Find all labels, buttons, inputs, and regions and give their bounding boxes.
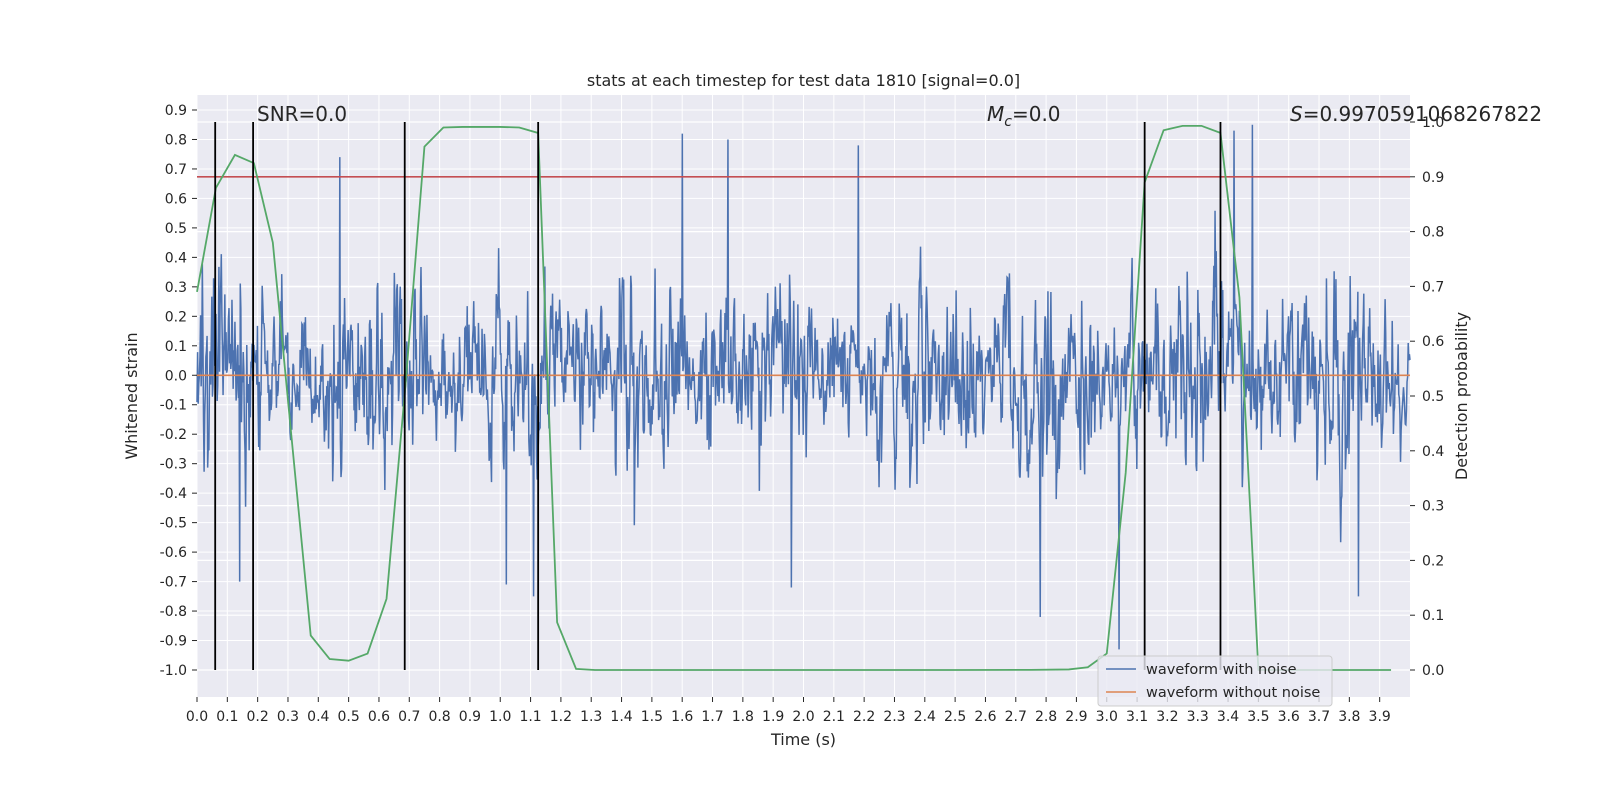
legend-box [1097,655,1333,707]
y-tick-label-right: 0.0 [1422,663,1444,679]
x-tick-label: 1.0 [489,709,511,725]
x-tick-label: 0.3 [277,709,299,725]
y-tick-label-right: 0.4 [1422,444,1444,460]
y-tick-label-left: 0.0 [165,368,187,384]
y-tick-label-left: 0.3 [165,280,187,296]
series-detection-probability [196,124,1392,671]
y-tick-label-right: 0.5 [1422,389,1444,405]
x-tick-label: 1.8 [732,709,754,725]
legend: waveform with noise waveform without noi… [1097,655,1333,707]
y-tick-label-right: 0.6 [1422,334,1444,350]
x-tick-label: 3.6 [1278,709,1300,725]
y-tick-label-left: -0.2 [160,427,187,443]
event-markers [214,122,1222,670]
y-tick-label-left: -0.4 [160,486,187,502]
chirp-mass-value: =0.0 [1012,102,1061,126]
x-tick-label: 3.2 [1156,709,1178,725]
x-tick-label: 2.9 [1065,709,1087,725]
score-annotation: S=0.9970591068267822 [1290,102,1542,126]
grid [196,95,1410,697]
x-tick-label: 0.0 [186,709,208,725]
x-tick-label: 0.4 [307,709,329,725]
x-tick-label: 1.1 [519,709,541,725]
y-tick-label-right: 0.9 [1422,170,1444,186]
y-tick-label-left: -1.0 [160,663,187,679]
y-tick-label-left: 0.4 [165,250,187,266]
y-tick-label-left: -0.1 [160,398,187,414]
snr-annotation: SNR=0.0 [257,102,347,126]
x-tick-label: 3.5 [1247,709,1269,725]
y-tick-label-left: -0.8 [160,604,187,620]
y-tick-label-right: 0.1 [1422,608,1444,624]
y-tick-label-left: 0.6 [165,191,187,207]
x-tick-label: 3.0 [1096,709,1118,725]
chart-title: stats at each timestep for test data 181… [587,71,1020,90]
x-tick-label: 0.9 [459,709,481,725]
y-tick-label-left: 0.9 [165,103,187,119]
series-waveform-with-noise [196,124,1411,650]
y-tick-label-left: -0.3 [160,457,187,473]
x-tick-label: 2.0 [792,709,814,725]
x-tick-label: 3.7 [1308,709,1330,725]
y-tick-label-right: 0.2 [1422,553,1444,569]
x-tick-label: 2.1 [823,709,845,725]
x-tick-label: 2.5 [944,709,966,725]
x-tick-label: 1.5 [641,709,663,725]
x-tick-label: 2.3 [883,709,905,725]
x-tick-label: 1.9 [762,709,784,725]
x-tick-label: 1.7 [701,709,723,725]
x-tick-label: 2.4 [914,709,936,725]
y-axis-label-left: Whitened strain [122,332,141,459]
y-tick-label-left: 0.2 [165,309,187,325]
y-tick-label-right: 0.3 [1422,499,1444,515]
x-tick-label: 2.2 [853,709,875,725]
x-tick-label: 0.8 [428,709,450,725]
chirp-mass-annotation: Mc=0.0 [987,102,1061,130]
score-value: =0.9970591068267822 [1303,102,1542,126]
y-tick-label-left: 0.5 [165,221,187,237]
x-tick-label: 0.7 [398,709,420,725]
x-tick-label: 0.6 [368,709,390,725]
series-layer [196,124,1411,671]
y-tick-label-left: -0.5 [160,516,187,532]
x-tick-label: 1.4 [610,709,632,725]
x-tick-label: 0.5 [337,709,359,725]
y-tick-label-left: 0.1 [165,339,187,355]
y-tick-label-left: -0.6 [160,545,187,561]
x-tick-label: 1.6 [671,709,693,725]
x-tick-label: 3.3 [1187,709,1209,725]
y-tick-label-left: -0.7 [160,575,187,591]
axis-ticks: 0.0 0.1 0.2 0.3 0.4 0.5 0.6 0.7 0.8 0.9 1.0 1.1 1.2 1… [160,103,1445,725]
x-tick-label: 0.2 [247,709,269,725]
chirp-mass-symbol: M [987,102,1004,126]
x-tick-label: 1.3 [580,709,602,725]
x-tick-label: 3.8 [1338,709,1360,725]
x-tick-label: 3.4 [1217,709,1239,725]
chirp-mass-subscript: c [1004,114,1012,130]
legend-label-waveform-with-noise: waveform with noise [1146,662,1297,678]
x-tick-label: 1.2 [550,709,572,725]
x-tick-label: 2.7 [1005,709,1027,725]
y-tick-label-right: 0.7 [1422,279,1444,295]
y-tick-label-right: 0.8 [1422,225,1444,241]
y-axis-label-right: Detection probability [1452,312,1471,480]
y-tick-label-left: 0.8 [165,132,187,148]
y-tick-label-right: 1.0 [1422,115,1444,131]
x-tick-label: 3.9 [1369,709,1391,725]
legend-label-waveform-without-noise: waveform without noise [1146,685,1320,701]
x-tick-label: 2.6 [974,709,996,725]
y-tick-label-left: 0.7 [165,162,187,178]
score-symbol: S [1290,102,1303,126]
x-tick-label: 2.8 [1035,709,1057,725]
x-axis-label: Time (s) [770,730,836,749]
x-tick-label: 0.1 [216,709,238,725]
y-tick-label-left: -0.9 [160,634,187,650]
x-tick-label: 3.1 [1126,709,1148,725]
